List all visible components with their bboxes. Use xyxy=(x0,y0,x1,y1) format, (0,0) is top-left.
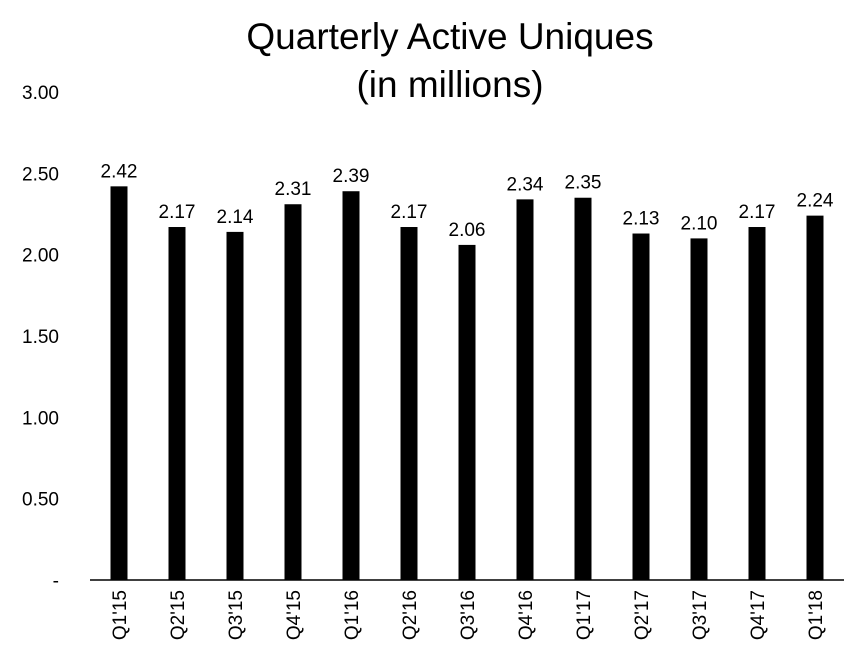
y-tick-label: 1.00 xyxy=(22,408,59,429)
bar xyxy=(458,244,476,580)
bar xyxy=(748,227,766,580)
data-label: 2.17 xyxy=(739,202,776,223)
x-tick-label: Q4'16 xyxy=(516,590,537,640)
bar xyxy=(806,215,824,581)
y-tick-label: - xyxy=(53,571,59,592)
data-label: 2.24 xyxy=(797,191,834,212)
bar xyxy=(342,191,360,580)
bar xyxy=(400,227,418,580)
x-tick-label: Q3'17 xyxy=(690,590,711,640)
x-tick-label: Q4'17 xyxy=(748,590,769,640)
data-label: 2.34 xyxy=(507,174,544,195)
x-tick-label: Q2'16 xyxy=(400,590,421,640)
data-label: 2.10 xyxy=(681,213,718,234)
bar xyxy=(110,186,128,580)
data-label: 2.39 xyxy=(333,166,370,187)
bar xyxy=(168,227,186,580)
y-tick-label: 3.00 xyxy=(22,83,59,104)
y-tick-label: 0.50 xyxy=(22,490,59,511)
x-tick-label: Q3'16 xyxy=(458,590,479,640)
x-tick-label: Q1'15 xyxy=(110,590,131,640)
bar xyxy=(632,233,650,580)
x-tick-label: Q1'16 xyxy=(342,590,363,640)
y-tick-label: 1.50 xyxy=(22,327,59,348)
x-tick-label: Q2'17 xyxy=(632,590,653,640)
bar xyxy=(516,199,534,581)
x-tick-label: Q4'15 xyxy=(284,590,305,640)
bar xyxy=(226,231,244,581)
x-tick-label: Q2'15 xyxy=(168,590,189,640)
data-label: 2.17 xyxy=(391,202,428,223)
data-label: 2.14 xyxy=(217,207,254,228)
data-label: 2.35 xyxy=(565,173,602,194)
data-label: 2.06 xyxy=(449,220,486,241)
data-label: 2.31 xyxy=(275,179,312,200)
y-tick-label: 2.00 xyxy=(22,246,59,267)
data-label: 2.42 xyxy=(101,161,138,182)
x-tick-label: Q1'18 xyxy=(806,590,827,640)
chart-title-line-1: Quarterly Active Uniques xyxy=(246,16,654,57)
x-tick-label: Q3'15 xyxy=(226,590,247,640)
chart-title-line-2: (in millions) xyxy=(356,64,544,105)
y-tick-label: 2.50 xyxy=(22,164,59,185)
bar xyxy=(690,238,708,580)
bar xyxy=(574,197,592,580)
data-label: 2.17 xyxy=(159,202,196,223)
bar xyxy=(284,204,302,581)
x-tick-label: Q1'17 xyxy=(574,590,595,640)
data-label: 2.13 xyxy=(623,209,660,230)
